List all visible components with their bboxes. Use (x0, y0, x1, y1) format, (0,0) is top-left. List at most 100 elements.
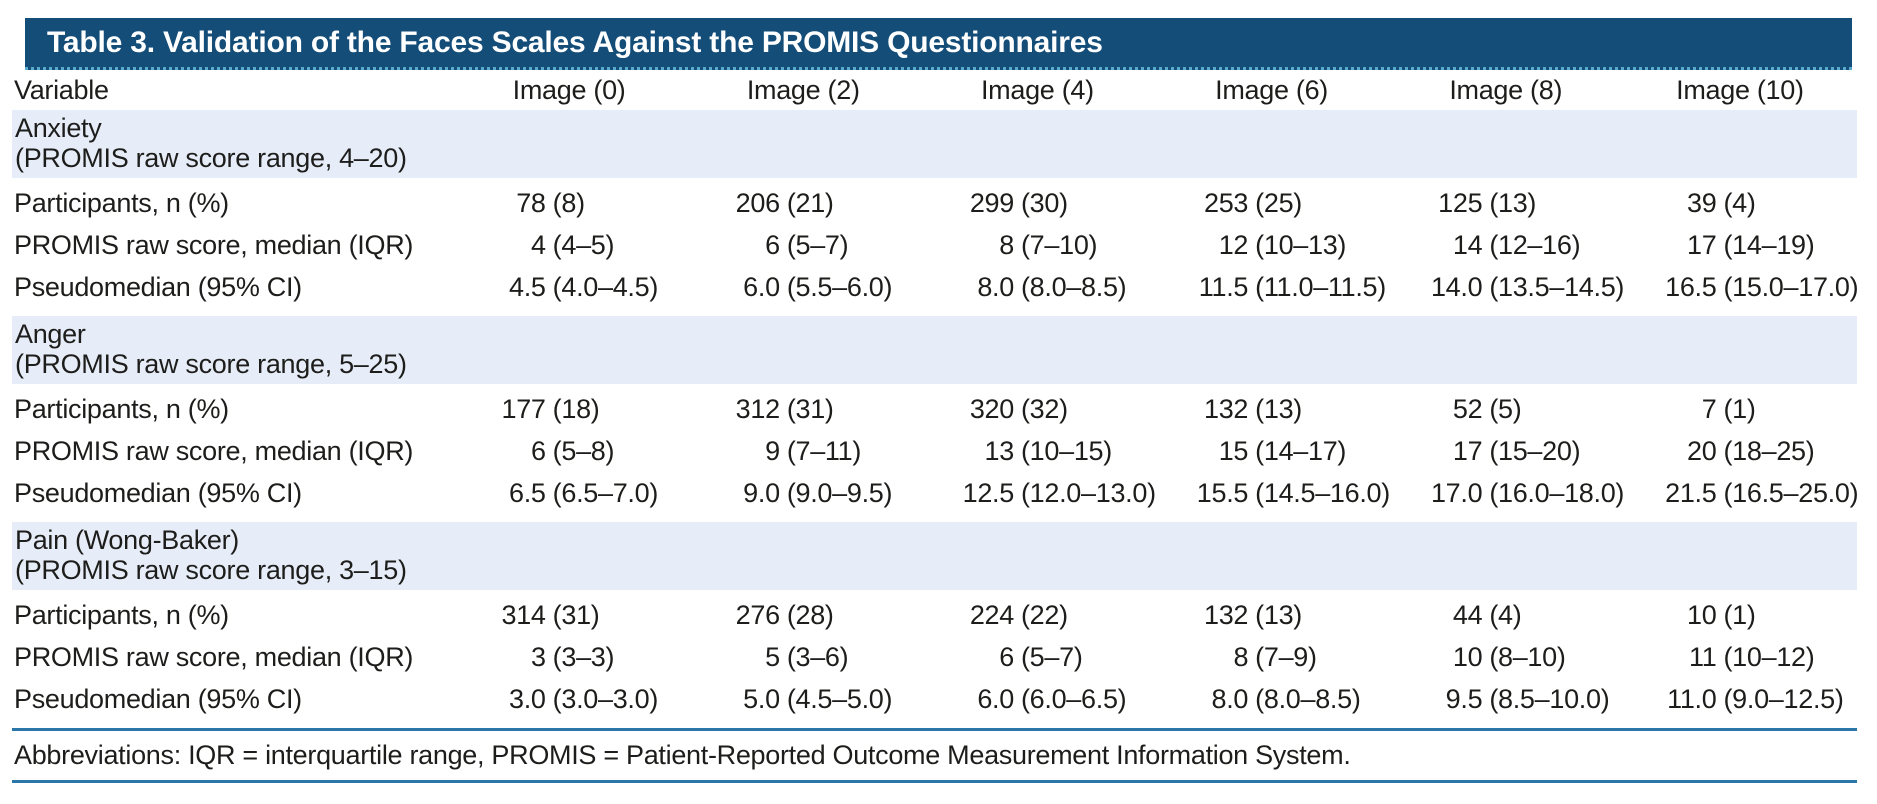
section-pain: Pain (Wong-Baker) (PROMIS raw score rang… (12, 522, 1857, 720)
cell-range: (1) (1723, 599, 1756, 630)
cell-number: 8.0 (977, 271, 1014, 302)
cell-range: (3–3) (552, 641, 615, 672)
cell-number: 3 (530, 641, 546, 672)
cell-range: (13) (1489, 187, 1537, 218)
section-subtitle: (PROMIS raw score range, 5–25) (15, 349, 407, 379)
table-cell: 12.5 (12.0–13.0) (920, 477, 1156, 509)
cell-number: 10 (1452, 641, 1483, 672)
cell-number: 177 (501, 393, 546, 424)
cell-number: 3.0 (509, 683, 546, 714)
cell-range: (1) (1723, 393, 1756, 424)
table-cell: 78 (8) (452, 188, 686, 219)
row-label: Pseudomedian (95% CI) (14, 683, 302, 714)
column-header-image-0: Image (0) (512, 74, 626, 105)
column-header-variable: Variable (14, 74, 109, 105)
cell-range: (30) (1020, 187, 1068, 218)
table-cell: 312 (31) (686, 394, 920, 425)
cell-range: (22) (1020, 599, 1068, 630)
table-cell: 52 (5) (1389, 394, 1623, 425)
cell-number: 312 (735, 393, 780, 424)
section-name: Anger (15, 319, 86, 349)
table-cell: 20 (18–25) (1623, 436, 1857, 467)
row-label: Participants, n (%) (14, 393, 229, 424)
cell-range: (18–25) (1723, 435, 1815, 466)
table-cell: 6.0 (5.5–6.0) (686, 272, 920, 303)
table-row: PROMIS raw score, median (IQR) 3 (3–3) 5 (… (12, 636, 1857, 678)
table-row: Participants, n (%) 78 (8) 206 (21) 299 (30… (12, 182, 1857, 224)
cell-range: (12.0–13.0) (1020, 477, 1156, 508)
table-cell: 125 (13) (1389, 188, 1623, 219)
table-cell: 9.5 (8.5–10.0) (1389, 684, 1623, 715)
cell-number: 78 (516, 187, 546, 218)
cell-number: 6.0 (977, 683, 1014, 714)
cell-range: (5–7) (1020, 641, 1083, 672)
cell-number: 9 (765, 435, 780, 466)
row-label: PROMIS raw score, median (IQR) (14, 435, 414, 466)
cell-range: (4.5–5.0) (786, 683, 893, 714)
cell-range: (28) (786, 599, 834, 630)
table-cell: 9 (7–11) (686, 436, 920, 467)
cell-number: 17.0 (1430, 477, 1483, 508)
cell-range: (7–9) (1255, 641, 1317, 672)
footnote-top-rule (12, 728, 1857, 731)
cell-number: 16.5 (1665, 271, 1717, 302)
cell-range: (3.0–3.0) (552, 683, 659, 714)
cell-number: 314 (501, 599, 546, 630)
column-header-image-6: Image (6) (1215, 74, 1328, 105)
cell-number: 4 (530, 229, 546, 260)
cell-number: 12.5 (962, 477, 1015, 508)
table-cell: 320 (32) (920, 394, 1154, 425)
table-cell: 11 (10–12) (1623, 642, 1857, 673)
cell-range: (5–8) (552, 435, 615, 466)
table-cell: 132 (13) (1155, 600, 1389, 631)
section-header-pain: Pain (Wong-Baker) (PROMIS raw score rang… (12, 522, 1857, 590)
table-cell: 17.0 (16.0–18.0) (1389, 477, 1624, 509)
table-cell: 21.5 (16.5–25.0) (1623, 478, 1858, 509)
cell-number: 276 (735, 599, 780, 630)
cell-number: 8 (999, 229, 1014, 260)
cell-number: 6 (999, 641, 1014, 672)
section-name: Anxiety (15, 113, 102, 143)
cell-number: 17 (1452, 435, 1483, 466)
column-header-image-4: Image (4) (980, 74, 1094, 105)
table-cell: 8 (7–10) (920, 230, 1154, 261)
cell-range: (14–17) (1255, 435, 1347, 466)
table-cell: 15.5 (14.5–16.0) (1155, 478, 1390, 509)
table-cell: 3 (3–3) (452, 642, 686, 673)
table-cell: 13 (10–15) (920, 436, 1154, 467)
table-row: Pseudomedian (95% CI) 6.5 (6.5–7.0) 9.0 (9… (12, 472, 1859, 514)
table-cell: 177 (18) (452, 394, 686, 425)
cell-number: 6.0 (743, 271, 780, 302)
table-cell: 17 (15–20) (1389, 436, 1623, 467)
section-header-anxiety: Anxiety (PROMIS raw score range, 4–20) (12, 110, 1857, 178)
cell-range: (31) (552, 599, 600, 630)
table-cell: 6.0 (6.0–6.5) (920, 684, 1154, 715)
table-cell: 6.5 (6.5–7.0) (452, 478, 686, 509)
cell-number: 4.5 (509, 271, 546, 302)
cell-number: 253 (1204, 187, 1249, 218)
footnote-bottom-rule (12, 780, 1857, 783)
table-cell: 16.5 (15.0–17.0) (1623, 271, 1858, 303)
cell-range: (4–5) (552, 229, 615, 260)
table-cell: 253 (25) (1155, 188, 1389, 219)
cell-range: (10–12) (1723, 641, 1815, 672)
cell-range: (5.5–6.0) (786, 271, 893, 302)
cell-number: 44 (1452, 599, 1483, 630)
cell-range: (9.0–12.5) (1723, 683, 1844, 714)
cell-number: 9.0 (743, 477, 780, 508)
table-cell: 3.0 (3.0–3.0) (452, 684, 686, 715)
table-cell: 224 (22) (920, 600, 1154, 631)
cell-number: 11 (1689, 641, 1717, 672)
table-cell: 132 (13) (1155, 394, 1389, 425)
cell-range: (9.0–9.5) (786, 477, 893, 508)
cell-number: 11.5 (1198, 271, 1249, 302)
cell-number: 5 (765, 641, 780, 672)
table-cell: 14.0 (13.5–14.5) (1389, 272, 1624, 303)
column-header-image-8: Image (8) (1449, 74, 1563, 105)
row-label: Participants, n (%) (14, 187, 229, 218)
table-cell: 6 (5–7) (686, 230, 920, 261)
table-cell: 314 (31) (452, 600, 686, 631)
cell-range: (4) (1723, 187, 1756, 218)
row-label: PROMIS raw score, median (IQR) (14, 641, 414, 672)
table-cell: 8.0 (8.0–8.5) (1155, 684, 1389, 715)
